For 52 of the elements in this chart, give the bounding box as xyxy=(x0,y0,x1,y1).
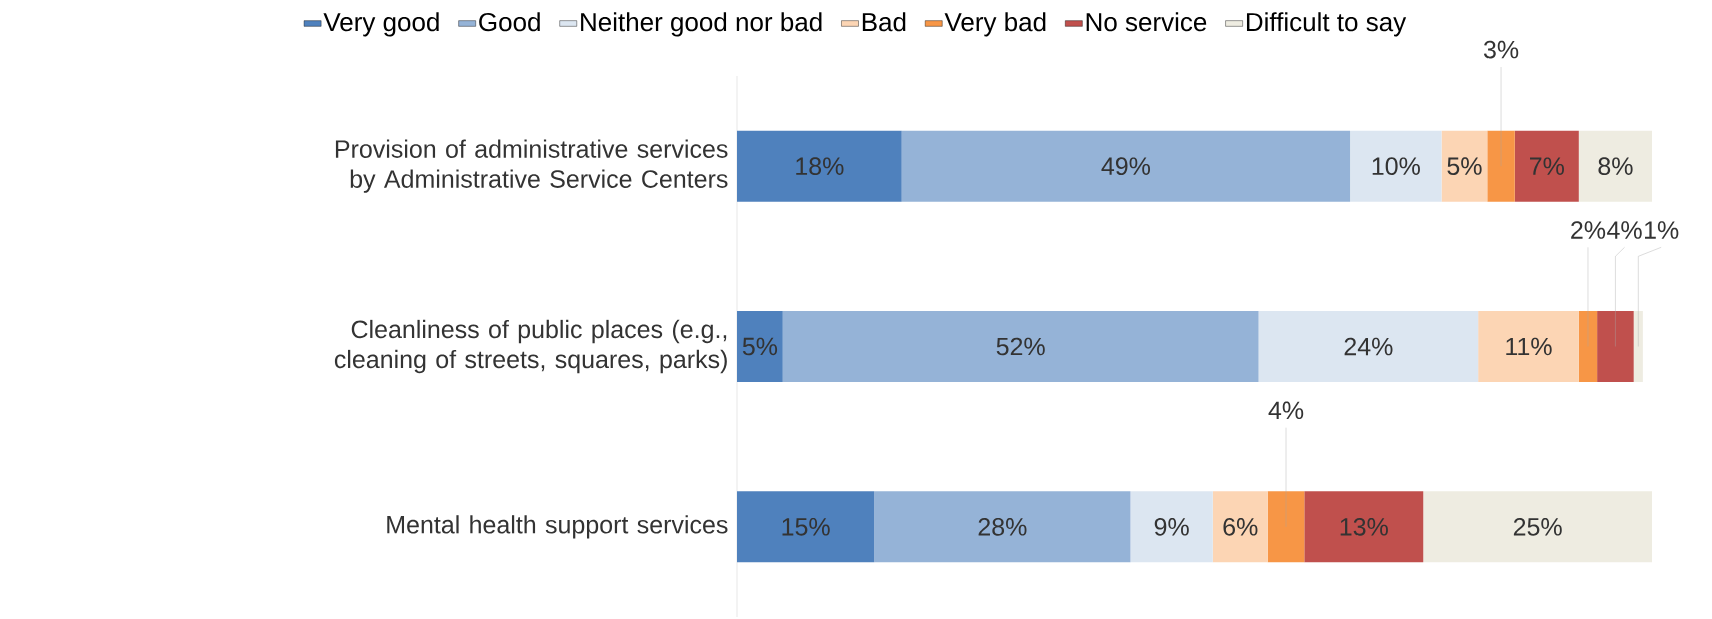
legend-label: No service xyxy=(1086,12,1207,32)
bar xyxy=(1478,311,1579,383)
data-label: 7% xyxy=(1530,157,1564,175)
bar xyxy=(737,130,902,202)
data-label: 11% xyxy=(1506,337,1552,356)
bar xyxy=(1597,311,1634,383)
data-label: 5% xyxy=(1447,157,1482,175)
bar xyxy=(1578,311,1598,383)
y-tick-label: Mental health support services xyxy=(387,515,728,539)
data-label: 25% xyxy=(1513,517,1562,536)
data-label: 1% xyxy=(1645,221,1679,239)
bar xyxy=(1487,130,1515,202)
data-label: 6% xyxy=(1223,517,1258,536)
data-label: 49% xyxy=(1101,157,1151,176)
bar xyxy=(782,311,1259,383)
data-label: 18% xyxy=(796,157,844,176)
bar xyxy=(901,130,1351,202)
bar xyxy=(1304,491,1424,563)
bar xyxy=(1441,130,1488,202)
data-label: 28% xyxy=(978,517,1027,536)
y-tick-label: Provision of administrative services by Administrative Service Centers xyxy=(335,139,728,193)
bar xyxy=(1633,311,1643,383)
legend-label: Bad xyxy=(862,12,906,32)
data-label: 3% xyxy=(1483,40,1519,59)
data-label: 10% xyxy=(1372,157,1420,176)
bar xyxy=(1267,491,1305,563)
data-label: 15% xyxy=(782,518,830,536)
bar xyxy=(737,491,875,563)
bar xyxy=(1578,130,1653,202)
bar xyxy=(1514,130,1579,202)
bar xyxy=(737,311,783,383)
legend-label: Very good xyxy=(323,12,439,37)
data-label: 9% xyxy=(1154,517,1189,536)
data-label: 8% xyxy=(1598,157,1633,176)
data-label: 52% xyxy=(996,337,1045,356)
data-label: 2% xyxy=(1571,221,1606,239)
bar xyxy=(1350,130,1442,202)
bar xyxy=(1423,491,1653,563)
bar xyxy=(1212,491,1268,563)
data-label: 24% xyxy=(1344,337,1393,356)
bar xyxy=(874,491,1131,563)
data-label: 4% xyxy=(1607,221,1642,239)
legend-label: Very bad xyxy=(944,12,1046,37)
legend-label: Difficult to say xyxy=(1246,12,1407,37)
bar xyxy=(1130,491,1213,563)
data-label: 5% xyxy=(742,337,778,356)
legend-label: Good xyxy=(479,12,540,32)
legend-label: Neither good nor bad xyxy=(581,12,822,37)
data-label: 4% xyxy=(1268,401,1304,420)
bar xyxy=(1258,311,1479,383)
data-label: 13% xyxy=(1340,517,1388,536)
y-tick-label: Cleanliness of public places (e.g., cleaning of streets, squares, parks) xyxy=(334,319,727,374)
